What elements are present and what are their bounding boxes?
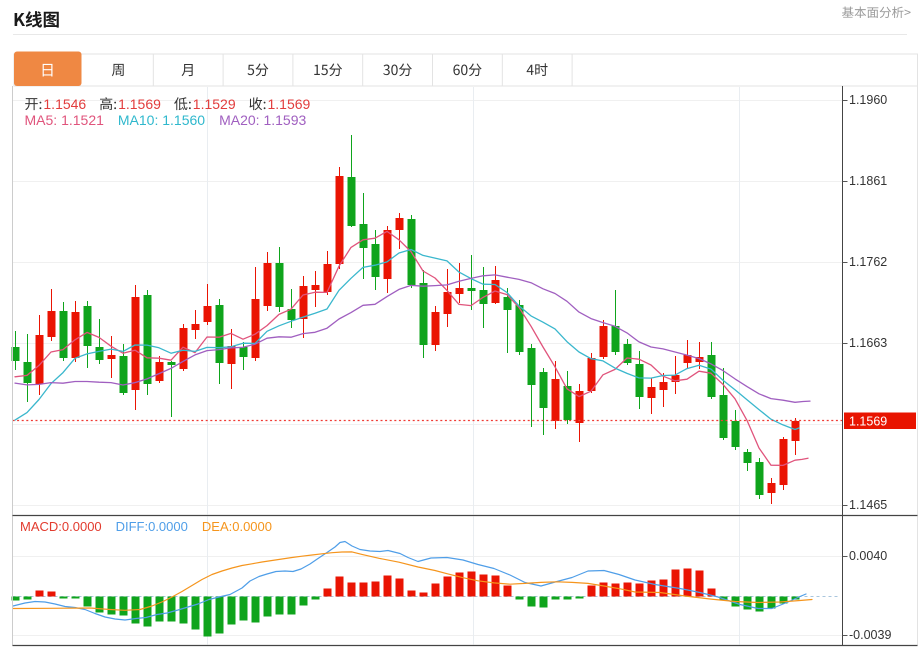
svg-text:MA10: 1.1560: MA10: 1.1560 (118, 112, 205, 128)
svg-text:1.1465: 1.1465 (849, 498, 887, 512)
svg-text:MACD:0.0000: MACD:0.0000 (20, 519, 102, 534)
svg-text:1.1569: 1.1569 (118, 96, 161, 112)
svg-text:MA20: 1.1593: MA20: 1.1593 (219, 112, 306, 128)
svg-text:1.1569: 1.1569 (268, 96, 311, 112)
svg-text:DIFF:0.0000: DIFF:0.0000 (116, 519, 188, 534)
svg-text:1.1762: 1.1762 (849, 255, 887, 269)
svg-text:0.0040: 0.0040 (849, 549, 887, 563)
svg-text:1.1663: 1.1663 (849, 336, 887, 350)
svg-text:1.1569: 1.1569 (849, 415, 887, 429)
svg-text:1.1861: 1.1861 (849, 174, 887, 188)
svg-text:1.1546: 1.1546 (43, 96, 86, 112)
svg-text:DEA:0.0000: DEA:0.0000 (202, 519, 272, 534)
svg-text:MA5: 1.1521: MA5: 1.1521 (25, 112, 105, 128)
svg-text:1.1960: 1.1960 (849, 93, 887, 107)
svg-text:1.1529: 1.1529 (193, 96, 236, 112)
svg-text:-0.0039: -0.0039 (849, 628, 891, 642)
